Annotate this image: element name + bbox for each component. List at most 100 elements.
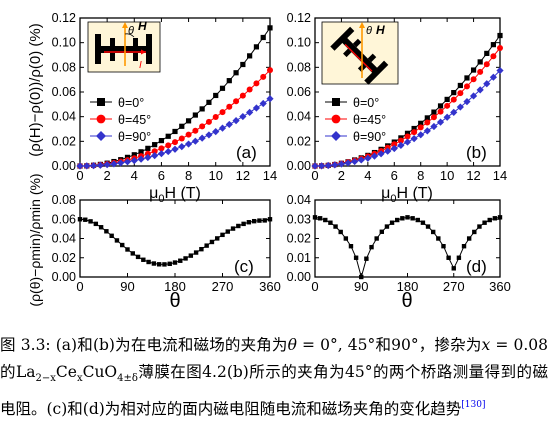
caption-angles: 0°, 45°和90° bbox=[320, 336, 419, 354]
data-point bbox=[443, 113, 451, 121]
data-point bbox=[262, 218, 267, 223]
y-tick-label: 0.08 bbox=[52, 60, 76, 74]
data-point bbox=[457, 82, 463, 89]
x-tick-label: 6 bbox=[158, 168, 165, 183]
data-point bbox=[172, 260, 178, 265]
data-point bbox=[417, 131, 425, 139]
y-tick-label: 0.06 bbox=[287, 85, 311, 99]
data-point bbox=[389, 220, 395, 225]
data-point bbox=[253, 80, 260, 87]
data-point bbox=[457, 90, 464, 97]
inset-theta-label: θ bbox=[366, 25, 372, 37]
panel-b: 0 2 4 6 8 10 12 14 0.00 0.02 0.04 0.06 0.08 0.10 0.12 θ… bbox=[287, 11, 508, 205]
data-point bbox=[144, 150, 151, 157]
y-tick-label: 0.02 bbox=[287, 232, 311, 246]
data-point bbox=[312, 215, 318, 220]
data-point bbox=[446, 255, 451, 260]
data-point bbox=[359, 274, 364, 280]
caption-ref[interactable]: [130] bbox=[461, 400, 486, 411]
x-tick-label: 270 bbox=[212, 279, 234, 294]
bottom-y-axis-label: (ρ(θ)−ρmin)/ρmin (%) bbox=[27, 173, 43, 306]
x-axis-label: θ bbox=[401, 290, 412, 312]
data-point bbox=[311, 162, 319, 170]
data-point bbox=[219, 109, 226, 116]
data-point bbox=[476, 86, 484, 94]
data-point bbox=[162, 262, 167, 267]
caption-sub1: 2−x bbox=[35, 373, 56, 385]
y-tick-label: 0.12 bbox=[287, 11, 311, 25]
y-tick-label: 0.02 bbox=[52, 134, 76, 148]
inset-I-label: I bbox=[139, 60, 142, 71]
data-point bbox=[233, 98, 240, 105]
data-point bbox=[328, 220, 333, 225]
caption-x: x = bbox=[481, 336, 514, 354]
data-point bbox=[267, 25, 273, 31]
data-point bbox=[477, 59, 483, 65]
data-point bbox=[199, 106, 205, 112]
device-leg bbox=[367, 53, 377, 63]
device-pad bbox=[146, 34, 152, 64]
data-point bbox=[178, 135, 185, 142]
data-point bbox=[89, 162, 98, 170]
x-tick-label: 8 bbox=[417, 168, 424, 183]
data-point bbox=[230, 226, 236, 231]
panel-a: 0 2 4 6 8 10 12 14 0.00 0.02 0.04 0.06 0.08 0.10 0.12 θ… bbox=[52, 11, 278, 205]
data-point bbox=[483, 61, 490, 68]
data-point bbox=[218, 124, 227, 132]
data-point bbox=[420, 220, 426, 225]
data-point bbox=[444, 102, 451, 109]
y-tick-label: 0.10 bbox=[52, 36, 76, 50]
data-point bbox=[324, 161, 332, 170]
data-point bbox=[400, 216, 405, 221]
data-point bbox=[323, 217, 328, 223]
data-point bbox=[185, 131, 192, 138]
data-point bbox=[451, 266, 456, 271]
caption-theta: θ = bbox=[287, 336, 321, 354]
legend-entry: θ=0° bbox=[353, 96, 379, 110]
data-point bbox=[251, 218, 257, 224]
data-point bbox=[384, 147, 392, 155]
y-tick-label: 0.00 bbox=[287, 159, 311, 173]
inset-theta-label: θ bbox=[128, 25, 134, 37]
data-point bbox=[239, 92, 246, 99]
caption-sub2: x bbox=[76, 373, 83, 385]
x-tick-label: 0 bbox=[76, 279, 83, 294]
legend-entry: θ=90° bbox=[353, 130, 386, 144]
data-point bbox=[135, 254, 141, 260]
caption-mid: ，掺杂为 bbox=[418, 336, 482, 354]
data-point bbox=[484, 50, 490, 56]
data-point bbox=[213, 92, 219, 99]
data-point bbox=[98, 225, 104, 230]
data-point bbox=[411, 129, 418, 136]
data-point bbox=[259, 99, 267, 108]
figure-caption: 图 3.3: (a)和(b)为在电流和磁场的夹角为θ = 0°, 45°和90°… bbox=[0, 332, 548, 423]
x-tick-label: 10 bbox=[208, 168, 222, 183]
data-point bbox=[178, 143, 186, 151]
data-point bbox=[384, 224, 390, 229]
data-point bbox=[83, 217, 88, 222]
data-point bbox=[104, 229, 109, 234]
data-point bbox=[267, 217, 273, 222]
data-point bbox=[357, 156, 365, 164]
x-tick-label: 360 bbox=[259, 279, 281, 294]
data-point bbox=[391, 141, 398, 148]
caption-sub3: 4±δ bbox=[117, 373, 138, 385]
legend-marker bbox=[332, 98, 340, 106]
data-point bbox=[266, 95, 274, 103]
data-point bbox=[477, 68, 484, 75]
data-point bbox=[220, 232, 225, 238]
data-point bbox=[410, 135, 418, 143]
data-point bbox=[353, 255, 359, 260]
angle-arc bbox=[124, 33, 135, 38]
data-point bbox=[424, 115, 430, 121]
data-point bbox=[483, 80, 491, 88]
data-point bbox=[497, 44, 503, 51]
data-point bbox=[417, 124, 424, 131]
inset-device-a: θ H I bbox=[87, 19, 161, 73]
data-point bbox=[96, 161, 104, 169]
legend-entry: θ=45° bbox=[118, 113, 151, 127]
panel-label: (c) bbox=[234, 257, 254, 276]
data-point bbox=[331, 161, 339, 169]
data-point bbox=[219, 85, 226, 91]
data-point bbox=[464, 75, 470, 81]
